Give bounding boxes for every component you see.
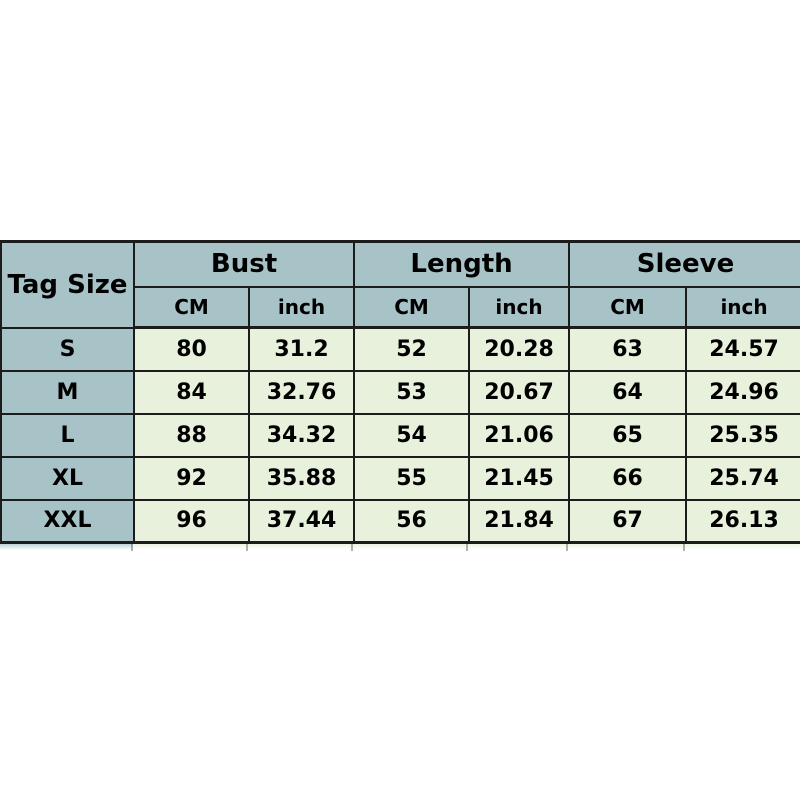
- cutoff-cell: [133, 544, 248, 551]
- table-row-s: S 80 31.2 52 20.28 63 24.57: [0, 326, 800, 372]
- table-body: S 80 31.2 52 20.28 63 24.57 M 84 32.76 5…: [0, 326, 800, 544]
- unit-header-length-cm: CM: [353, 285, 471, 329]
- table-row-m: M 84 32.76 53 20.67 64 24.96: [0, 369, 800, 415]
- value-cell-sleeve-cm: 66: [568, 455, 688, 501]
- size-cell: XL: [0, 455, 135, 501]
- value-cell-sleeve-cm: 64: [568, 369, 688, 415]
- unit-header-sleeve-cm: CM: [568, 285, 688, 329]
- value-cell-length-inch: 20.28: [468, 326, 571, 372]
- cutoff-cell: [353, 544, 468, 551]
- size-chart-table: Tag Size Bust Length Sleeve CM inch CM i…: [0, 240, 800, 544]
- unit-header-row: CM inch CM inch CM inch: [1, 285, 800, 329]
- value-cell-length-inch: 20.67: [468, 369, 571, 415]
- table-cutoff-row: [0, 544, 800, 551]
- value-cell-length-cm: 55: [353, 455, 471, 501]
- group-header-sleeve: Sleeve: [568, 240, 800, 288]
- size-cell: S: [0, 326, 135, 372]
- size-cell: XXL: [0, 498, 135, 544]
- group-header-row: Tag Size Bust Length Sleeve: [0, 240, 800, 329]
- value-cell-sleeve-cm: 65: [568, 412, 688, 458]
- value-cell-length-inch: 21.84: [468, 498, 571, 544]
- value-cell-bust-cm: 96: [133, 498, 250, 544]
- value-cell-sleeve-cm: 67: [568, 498, 688, 544]
- cutoff-cell: [248, 544, 353, 551]
- size-cell: L: [0, 412, 135, 458]
- table-row-l: L 88 34.32 54 21.06 65 25.35: [0, 412, 800, 458]
- value-cell-length-cm: 54: [353, 412, 471, 458]
- value-cell-sleeve-inch: 24.96: [685, 369, 800, 415]
- unit-header-length-inch: inch: [468, 285, 571, 329]
- size-chart-image: Tag Size Bust Length Sleeve CM inch CM i…: [0, 240, 800, 551]
- value-cell-sleeve-inch: 24.57: [685, 326, 800, 372]
- group-header-bust: Bust: [132, 240, 356, 288]
- cutoff-cell: [468, 544, 568, 551]
- table-row-xxl: XXL 96 37.44 56 21.84 67 26.13: [0, 498, 800, 544]
- value-cell-length-cm: 56: [353, 498, 471, 544]
- value-cell-length-cm: 53: [353, 369, 471, 415]
- value-cell-bust-cm: 88: [133, 412, 250, 458]
- value-cell-bust-inch: 37.44: [247, 498, 356, 544]
- value-cell-sleeve-cm: 63: [568, 326, 688, 372]
- value-cell-bust-inch: 31.2: [247, 326, 356, 372]
- value-cell-bust-cm: 80: [133, 326, 250, 372]
- table-header: Tag Size Bust Length Sleeve CM inch CM i…: [0, 240, 800, 329]
- group-header-length: Length: [353, 240, 571, 288]
- value-cell-bust-cm: 84: [133, 369, 250, 415]
- value-cell-length-inch: 21.06: [468, 412, 571, 458]
- corner-header-cell: Tag Size: [0, 240, 135, 329]
- value-cell-length-inch: 21.45: [468, 455, 571, 501]
- value-cell-bust-inch: 32.76: [247, 369, 356, 415]
- value-cell-sleeve-inch: 25.74: [685, 455, 800, 501]
- table-row-xl: XL 92 35.88 55 21.45 66 25.74: [0, 455, 800, 501]
- value-cell-bust-inch: 35.88: [247, 455, 356, 501]
- cutoff-cell: [685, 544, 800, 551]
- value-cell-sleeve-inch: 26.13: [685, 498, 800, 544]
- size-cell: M: [0, 369, 135, 415]
- unit-header-bust-cm: CM: [133, 285, 250, 329]
- unit-header-bust-inch: inch: [247, 285, 356, 329]
- value-cell-length-cm: 52: [353, 326, 471, 372]
- value-cell-sleeve-inch: 25.35: [685, 412, 800, 458]
- cutoff-cell: [568, 544, 685, 551]
- value-cell-bust-inch: 34.32: [247, 412, 356, 458]
- value-cell-bust-cm: 92: [133, 455, 250, 501]
- unit-header-sleeve-inch: inch: [685, 285, 800, 329]
- cutoff-tag-cell: [0, 544, 133, 551]
